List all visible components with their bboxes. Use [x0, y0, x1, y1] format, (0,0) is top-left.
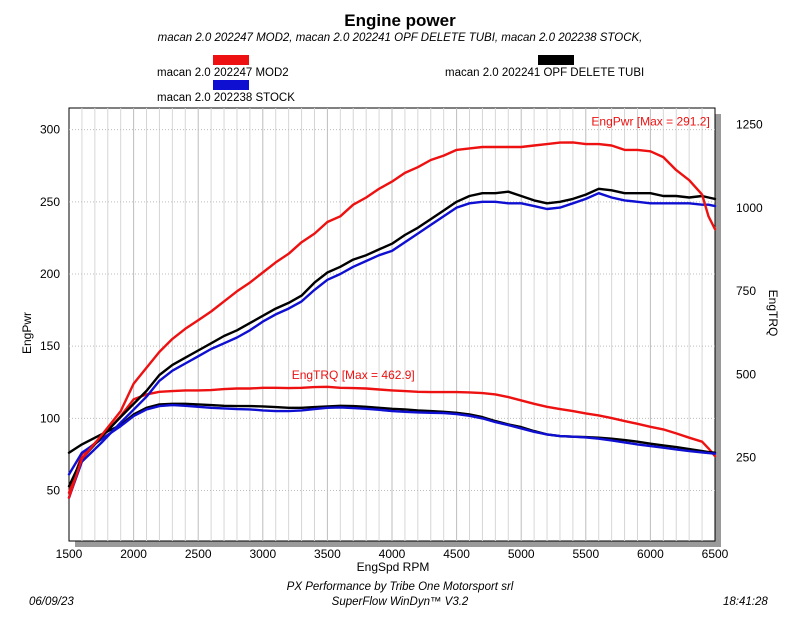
y-right-tick-label: 250 [736, 451, 756, 465]
legend-label-opf-delete: macan 2.0 202241 OPF DELETE TUBI [445, 67, 645, 79]
x-tick-label: 5000 [508, 547, 535, 561]
y-axis-label-right: EngTRQ [766, 290, 780, 337]
y-right-tick-label: 750 [736, 284, 756, 298]
legend-swatch-opf-delete [538, 55, 574, 65]
y-left-tick-label: 100 [40, 411, 60, 425]
annotation-engtrq-max: EngTRQ [Max = 462.9] [292, 368, 415, 382]
legend-swatch-stock [213, 80, 249, 90]
x-tick-label: 5500 [572, 547, 599, 561]
y-left-tick-label: 250 [40, 195, 60, 209]
x-tick-label: 2000 [120, 547, 147, 561]
series-line-engpwr-macan-2-0-202241-opf-delete-tubi [67, 187, 717, 488]
x-axis-label: EngSpd RPM [357, 560, 430, 574]
legend-label-stock: macan 2.0 202238 STOCK [157, 92, 295, 104]
x-tick-label: 3500 [314, 547, 341, 561]
chart-subtitle: macan 2.0 202247 MOD2, macan 2.0 202241 … [157, 32, 643, 44]
y-left-tick-label: 200 [40, 267, 60, 281]
x-tick-label: 6500 [702, 547, 729, 561]
legend-label-mod2: macan 2.0 202247 MOD2 [157, 67, 289, 79]
series-line-engpwr-macan-2-0-202238-stock [67, 191, 717, 499]
x-tick-label: 6000 [637, 547, 664, 561]
footer-software: SuperFlow WinDyn™ V3.2 [331, 596, 469, 608]
x-tick-label: 2500 [185, 547, 212, 561]
series-line-engtrq-macan-2-0-202247-mod2 [67, 385, 717, 494]
y-right-tick-label: 1250 [736, 118, 763, 132]
x-tick-label: 1500 [56, 547, 83, 561]
y-left-tick-label: 300 [40, 123, 60, 137]
footer-time: 18:41:28 [723, 596, 768, 608]
footer-date: 06/09/23 [29, 596, 74, 608]
x-tick-label: 4500 [443, 547, 470, 561]
legend-swatch-mod2 [213, 55, 249, 65]
x-tick-label: 3000 [249, 547, 276, 561]
y-right-tick-label: 1000 [736, 201, 763, 215]
footer-company: PX Performance by Tribe One Motorsport s… [286, 581, 514, 593]
series-line-engtrq-macan-2-0-202238-stock [67, 403, 717, 476]
y-axis-label-left: EngPwr [20, 312, 34, 354]
series-line-engtrq-macan-2-0-202241-opf-delete-tubi [67, 402, 717, 454]
y-left-tick-label: 150 [40, 339, 60, 353]
y-right-tick-label: 500 [736, 367, 756, 381]
annotation-engpwr-max: EngPwr [Max = 291.2] [591, 114, 709, 128]
y-left-tick-label: 50 [47, 483, 61, 497]
x-tick-label: 4000 [379, 547, 406, 561]
chart-title: Engine power [344, 11, 456, 30]
series-line-engpwr-macan-2-0-202247-mod2 [67, 141, 717, 499]
